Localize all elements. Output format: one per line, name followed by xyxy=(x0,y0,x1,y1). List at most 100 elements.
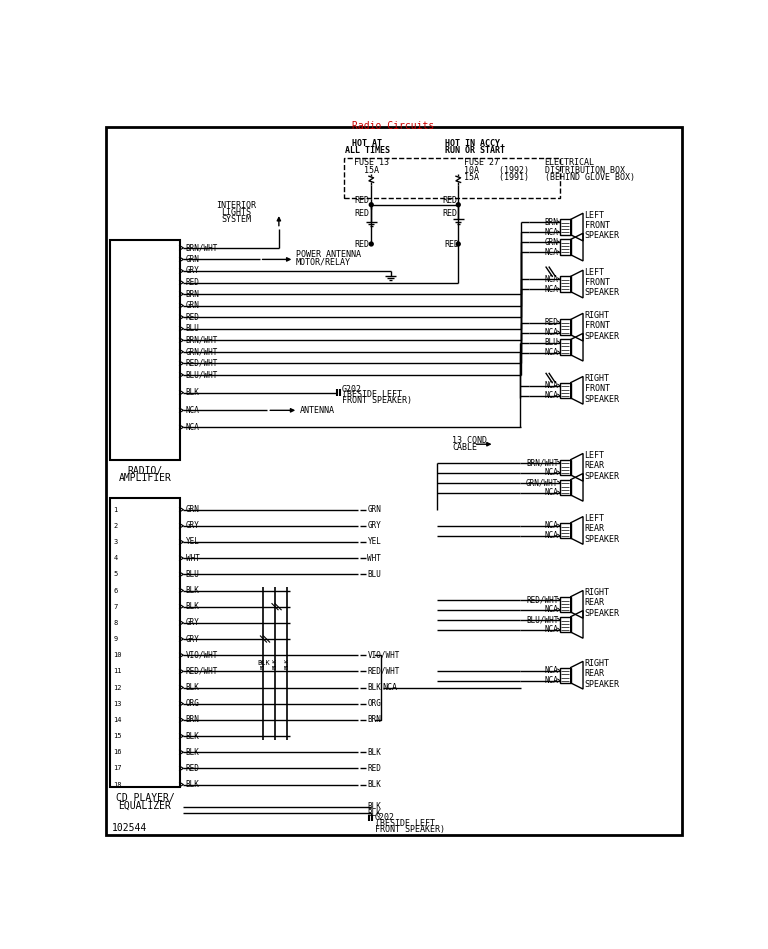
Text: 15A    (1991): 15A (1991) xyxy=(464,174,528,182)
Text: BLK: BLK xyxy=(261,658,266,669)
Text: GRN: GRN xyxy=(545,238,558,247)
Text: INTERIOR: INTERIOR xyxy=(217,201,257,210)
Text: BRN/WHT: BRN/WHT xyxy=(526,458,558,467)
Text: GRY: GRY xyxy=(186,521,200,530)
Text: G202: G202 xyxy=(342,385,362,394)
Text: GRN: GRN xyxy=(186,255,200,264)
Text: GRN/WHT: GRN/WHT xyxy=(526,478,558,487)
Text: BLK: BLK xyxy=(186,388,200,397)
Text: RIGHT
REAR
SPEAKER: RIGHT REAR SPEAKER xyxy=(584,659,620,689)
Text: LEFT
FRONT
SPEAKER: LEFT FRONT SPEAKER xyxy=(584,211,620,240)
Text: 102544: 102544 xyxy=(112,823,147,832)
Bar xyxy=(560,523,571,538)
Text: ORG: ORG xyxy=(186,699,200,708)
Text: 7: 7 xyxy=(114,604,118,609)
Text: RADIO/: RADIO/ xyxy=(127,466,163,475)
Text: NCA: NCA xyxy=(545,666,558,675)
Text: RED: RED xyxy=(442,196,457,205)
Text: GRY: GRY xyxy=(186,267,200,275)
Text: BLK: BLK xyxy=(273,658,277,669)
Text: BLK: BLK xyxy=(284,658,289,669)
Text: VIO/WHT: VIO/WHT xyxy=(367,651,400,660)
Text: CABLE: CABLE xyxy=(452,443,477,452)
Text: WHT: WHT xyxy=(186,553,200,563)
Text: FUSE 13: FUSE 13 xyxy=(354,158,389,167)
Text: RED: RED xyxy=(186,764,200,772)
Text: (BEHIND GLOVE BOX): (BEHIND GLOVE BOX) xyxy=(545,174,634,182)
Text: RED/WHT: RED/WHT xyxy=(367,667,400,676)
Bar xyxy=(560,320,571,335)
Text: RED: RED xyxy=(445,239,459,249)
Text: 13 COND: 13 COND xyxy=(452,436,487,445)
Text: RED/WHT: RED/WHT xyxy=(526,595,558,605)
Bar xyxy=(560,340,571,355)
Text: 6: 6 xyxy=(114,587,118,593)
Text: HOT IN ACCY,: HOT IN ACCY, xyxy=(445,140,505,148)
Text: BLK: BLK xyxy=(257,661,270,666)
Text: 18: 18 xyxy=(114,782,122,788)
Text: FRONT SPEAKER): FRONT SPEAKER) xyxy=(342,396,412,405)
Text: LIGHTS: LIGHTS xyxy=(221,208,251,217)
Bar xyxy=(111,498,180,787)
Text: NCA: NCA xyxy=(545,391,558,400)
Bar xyxy=(560,219,571,234)
Text: RUN OR START: RUN OR START xyxy=(445,146,505,156)
Text: NCA: NCA xyxy=(382,683,398,692)
Text: BLU: BLU xyxy=(186,325,200,333)
Text: RED: RED xyxy=(367,764,381,772)
Text: BRN: BRN xyxy=(186,716,200,724)
Text: 15: 15 xyxy=(114,733,122,739)
Text: 4: 4 xyxy=(114,555,118,561)
Text: NCA: NCA xyxy=(545,381,558,390)
Circle shape xyxy=(456,203,460,207)
Circle shape xyxy=(369,203,373,207)
Bar xyxy=(560,667,571,683)
Text: NCA: NCA xyxy=(545,521,558,530)
Text: BLU: BLU xyxy=(367,569,381,579)
Text: GRY: GRY xyxy=(367,521,381,530)
Text: BLK: BLK xyxy=(367,803,381,811)
Text: GRN: GRN xyxy=(186,301,200,310)
Text: 3: 3 xyxy=(114,539,118,545)
Text: NCA: NCA xyxy=(545,676,558,685)
Text: GRN: GRN xyxy=(186,505,200,514)
Text: BLK: BLK xyxy=(186,780,200,789)
Text: RED/WHT: RED/WHT xyxy=(186,359,218,368)
Bar xyxy=(344,158,560,197)
Text: DISTRIBUTION BOX: DISTRIBUTION BOX xyxy=(545,165,624,175)
Text: 8: 8 xyxy=(114,620,118,625)
Text: 15A: 15A xyxy=(364,165,379,175)
Text: RIGHT
FRONT
SPEAKER: RIGHT FRONT SPEAKER xyxy=(584,374,620,403)
Text: 16: 16 xyxy=(114,749,122,755)
Text: 10A    (1992): 10A (1992) xyxy=(464,165,528,175)
Text: NCA: NCA xyxy=(186,422,200,432)
Text: RIGHT
FRONT
SPEAKER: RIGHT FRONT SPEAKER xyxy=(584,310,620,341)
Text: BLK: BLK xyxy=(367,809,381,817)
Text: 10: 10 xyxy=(114,652,122,659)
Text: NCA: NCA xyxy=(545,328,558,337)
Text: ORG: ORG xyxy=(367,699,381,708)
Text: LEFT
FRONT
SPEAKER: LEFT FRONT SPEAKER xyxy=(584,268,620,297)
Text: RIGHT
REAR
SPEAKER: RIGHT REAR SPEAKER xyxy=(584,588,620,618)
Text: RED: RED xyxy=(354,209,369,217)
Text: NCA: NCA xyxy=(545,488,558,497)
Text: MOTOR/RELAY: MOTOR/RELAY xyxy=(296,257,351,267)
Text: SYSTEM: SYSTEM xyxy=(221,214,251,224)
Text: BRN: BRN xyxy=(186,289,200,299)
Text: POWER ANTENNA: POWER ANTENNA xyxy=(296,251,361,259)
Text: BRN: BRN xyxy=(545,218,558,227)
Text: 5: 5 xyxy=(114,571,118,577)
Text: FUSE 27: FUSE 27 xyxy=(464,158,498,167)
Text: EQUALIZER: EQUALIZER xyxy=(118,801,171,810)
Text: YEL: YEL xyxy=(186,537,200,547)
Text: RED: RED xyxy=(354,239,369,249)
Circle shape xyxy=(456,242,460,246)
Text: ALL TIMES: ALL TIMES xyxy=(345,146,390,156)
Text: BLK: BLK xyxy=(186,683,200,692)
Text: RED: RED xyxy=(545,318,558,327)
Text: 17: 17 xyxy=(114,766,122,772)
Text: Radio Circuits: Radio Circuits xyxy=(353,121,435,131)
Text: RED: RED xyxy=(354,195,369,205)
Text: NCA: NCA xyxy=(545,468,558,477)
Text: NCA: NCA xyxy=(186,406,200,415)
